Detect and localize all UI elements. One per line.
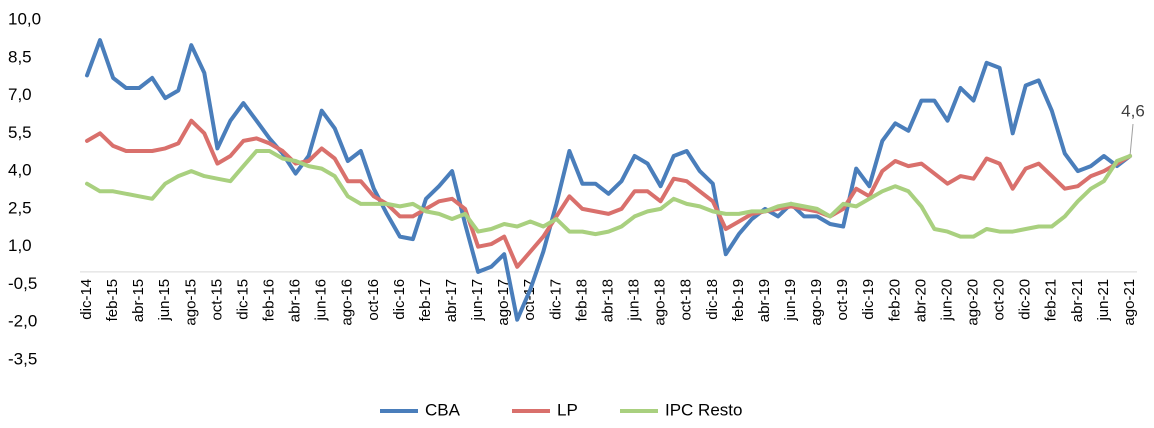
legend-label: IPC Resto <box>665 400 742 419</box>
y-tick-label: -3,5 <box>8 349 37 368</box>
y-tick-label: 8,5 <box>8 47 32 66</box>
series-line <box>85 118 1132 269</box>
x-tick-label: jun-17 <box>469 279 486 322</box>
x-tick-label: feb-16 <box>260 279 277 322</box>
x-tick-label: jun-21 <box>1095 279 1112 322</box>
x-tick-label: jun-16 <box>313 279 330 322</box>
x-tick-label: feb-17 <box>417 279 434 322</box>
y-tick-label: 1,0 <box>8 236 32 255</box>
x-tick-label: abr-21 <box>1069 279 1086 322</box>
x-tick-label: dic-15 <box>234 279 251 320</box>
x-tick-label: oct-15 <box>208 279 225 321</box>
x-tick-label: ago-15 <box>182 279 199 326</box>
x-tick-label: dic-17 <box>547 279 564 320</box>
legend-label: CBA <box>425 400 461 419</box>
y-tick-label: 10,0 <box>8 9 41 28</box>
y-tick-label: 5,5 <box>8 123 32 142</box>
x-tick-label: jun-18 <box>626 279 643 322</box>
x-tick-label: jun-15 <box>156 279 173 322</box>
y-tick-label: -2,0 <box>8 312 37 331</box>
x-tick-label: dic-16 <box>391 279 408 320</box>
x-tick-label: feb-15 <box>104 279 121 322</box>
x-tick-label: feb-20 <box>886 279 903 322</box>
x-tick-label: dic-18 <box>704 279 721 320</box>
x-tick-label: jun-20 <box>938 279 955 322</box>
annotation: 4,6 <box>1121 101 1145 120</box>
y-tick-label: -0,5 <box>8 274 37 293</box>
x-tick-label: oct-17 <box>521 279 538 321</box>
x-tick-label: ago-20 <box>965 279 982 326</box>
y-tick-label: 7,0 <box>8 85 32 104</box>
x-tick-label: ago-21 <box>1121 279 1138 326</box>
legend-label: LP <box>557 400 578 419</box>
x-tick-label: ago-17 <box>495 279 512 326</box>
x-tick-label: abr-16 <box>287 279 304 322</box>
annotation-leader <box>1129 123 1134 157</box>
x-tick-label: ago-16 <box>339 279 356 326</box>
x-tick-label: feb-19 <box>730 279 747 322</box>
x-tick-label: oct-16 <box>365 279 382 321</box>
x-tick-label: abr-15 <box>130 279 147 322</box>
x-tick-label: oct-19 <box>834 279 851 321</box>
x-tick-label: abr-17 <box>443 279 460 322</box>
x-tick-label: dic-14 <box>78 279 95 320</box>
x-tick-label: abr-18 <box>599 279 616 322</box>
y-tick-label: 2,5 <box>8 198 32 217</box>
x-tick-label: oct-20 <box>991 279 1008 321</box>
x-tick-label: abr-19 <box>756 279 773 322</box>
series-line <box>85 38 1132 322</box>
y-tick-label: 4,0 <box>8 161 32 180</box>
x-tick-label: jun-19 <box>782 279 799 322</box>
x-tick-label: oct-18 <box>678 279 695 321</box>
x-tick-label: ago-19 <box>808 279 825 326</box>
x-tick-label: feb-21 <box>1043 279 1060 322</box>
series-line <box>85 149 1132 239</box>
x-tick-label: dic-20 <box>1017 279 1034 320</box>
x-tick-label: abr-20 <box>912 279 929 322</box>
x-tick-label: feb-18 <box>573 279 590 322</box>
x-tick-label: ago-18 <box>652 279 669 326</box>
x-tick-label: dic-19 <box>860 279 877 320</box>
